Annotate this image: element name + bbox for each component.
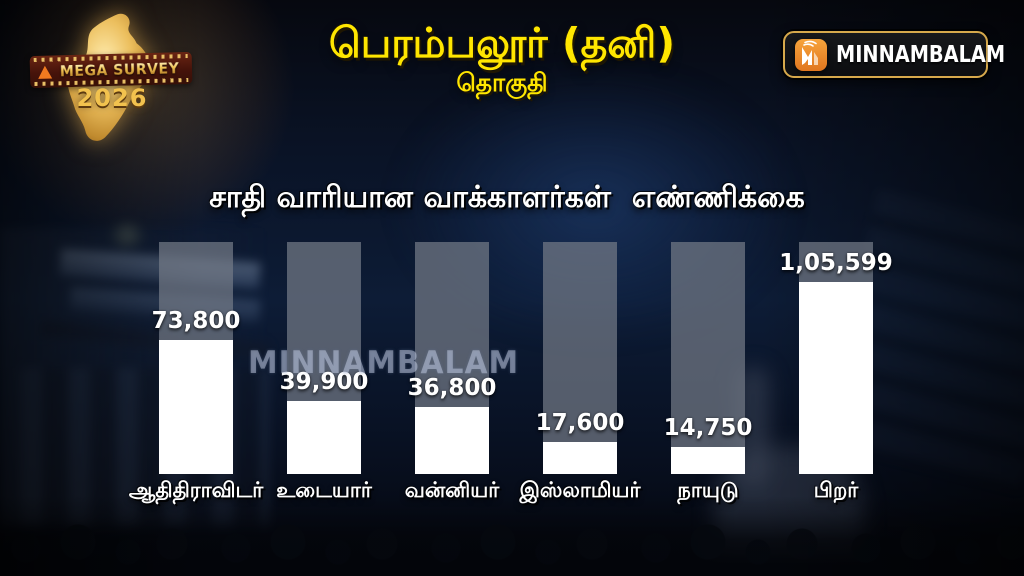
constituency-subtitle: தொகுதி xyxy=(456,68,548,97)
bar-value-label: 39,900 xyxy=(279,369,369,395)
bar-value-label: 17,600 xyxy=(535,410,625,436)
bar-category-label: இஸ்லாமியர் xyxy=(519,478,641,502)
minnambalam-m-icon xyxy=(795,38,827,71)
bar-column: 73,800 ஆதிதிராவிடர் xyxy=(129,242,263,502)
bar-fill xyxy=(799,282,873,474)
bars-row: 73,800 ஆதிதிராவிடர் 39,900 உடையார் 36,80… xyxy=(129,242,893,502)
channel-logo-text: MINNAMBALAM xyxy=(836,41,1006,68)
title-block: பெரம்பலூர் (தனி) தொகுதி xyxy=(0,18,1004,97)
bar-fill xyxy=(159,340,233,474)
bar-track xyxy=(671,242,745,474)
bar-fill xyxy=(287,401,361,474)
bar-value-label: 1,05,599 xyxy=(779,250,893,276)
bar-fill xyxy=(543,442,617,474)
bar-track xyxy=(543,242,617,474)
mega-survey-badge: MEGA SURVEY 2026 xyxy=(28,6,196,148)
bar-category-label: உடையார் xyxy=(276,478,372,502)
bar-value-label: 73,800 xyxy=(151,308,241,334)
bar-category-label: ஆதிதிராவிடர் xyxy=(128,478,264,502)
constituency-title: பெரம்பலூர் (தனி) xyxy=(328,19,676,67)
bar-column: 1,05,599 பிறர் xyxy=(779,242,893,502)
bar-category-label: நாயுடு xyxy=(677,478,739,502)
bar-column: 14,750 நாயுடு xyxy=(664,242,752,502)
bar-column: 17,600 இஸ்லாமியர் xyxy=(519,242,641,502)
bar-fill xyxy=(415,407,489,474)
watermark-text: MINNAMBALAM xyxy=(248,345,520,381)
bar-value-label: 14,750 xyxy=(663,415,753,441)
bar-column: 39,900 உடையார் xyxy=(276,242,372,502)
bar-column: 36,800 வன்னியர் xyxy=(405,242,499,502)
bar-category-label: பிறர் xyxy=(813,478,859,502)
mega-survey-year: 2026 xyxy=(76,84,148,112)
bar-fill xyxy=(671,447,745,474)
bar-category-label: வன்னியர் xyxy=(404,478,500,502)
channel-logo: MINNAMBALAM xyxy=(783,31,1005,78)
chart-title: சாதி வாரியான வாக்காளர்கள் எண்ணிக்கை xyxy=(209,180,805,215)
bar-value-label: 36,800 xyxy=(407,375,497,401)
